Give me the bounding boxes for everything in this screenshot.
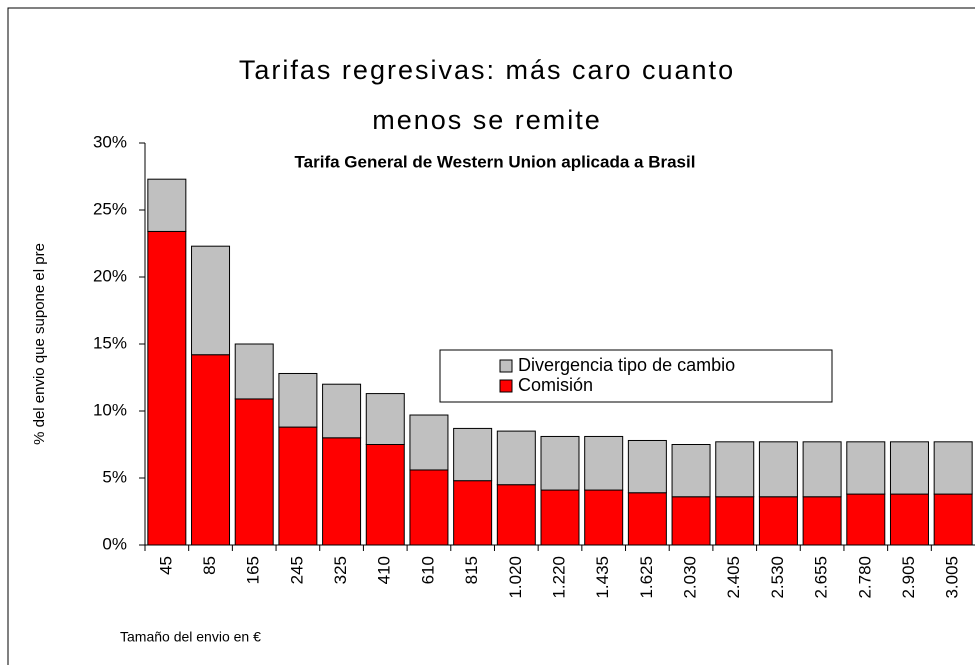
bar-segment: [627, 492, 667, 546]
bar-segment: [365, 393, 405, 445]
y-axis-label: % del envio que supone el pre: [31, 243, 48, 445]
bar-segment: [540, 489, 580, 546]
y-tick-label: 0%: [102, 534, 127, 553]
y-tick-label: 5%: [102, 467, 127, 486]
bar-segment: [409, 469, 449, 546]
x-tick-label: 325: [331, 556, 350, 584]
bar-segment: [147, 178, 187, 232]
bar-segment: [889, 493, 929, 546]
y-tick-label: 20%: [93, 266, 127, 285]
x-tick-label: 245: [287, 556, 306, 584]
x-tick-label: 2.530: [768, 556, 787, 599]
y-tick-label: 15%: [93, 333, 127, 352]
x-tick-label: 2.655: [812, 556, 831, 599]
y-tick-label: 25%: [93, 199, 127, 218]
x-tick-label: 2.905: [899, 556, 918, 599]
bar-segment: [496, 484, 536, 546]
bar-segment: [715, 441, 755, 498]
x-tick-label: 2.405: [724, 556, 743, 599]
bar-segment: [322, 437, 362, 546]
x-tick-label: 1.220: [549, 556, 568, 599]
legend-box: [439, 349, 833, 403]
y-tick-label: 10%: [93, 400, 127, 419]
bar-segment: [191, 245, 231, 356]
bar-segment: [671, 496, 711, 546]
bar-segment: [846, 493, 886, 546]
x-tick-label: 3.005: [943, 556, 962, 599]
x-tick-label: 410: [375, 556, 394, 584]
bar-segment: [278, 372, 318, 428]
x-axis-label: Tamaño del envio en €: [120, 629, 261, 645]
bar-segment: [671, 444, 711, 498]
bar-segment: [365, 444, 405, 546]
bar-segment: [496, 430, 536, 486]
chart-subtitle: Tarifa General de Western Union aplicada…: [295, 152, 696, 171]
bar-segment: [758, 496, 798, 546]
legend-label: Divergencia tipo de cambio: [518, 355, 735, 375]
bar-segment: [278, 426, 318, 546]
bar-segment: [889, 441, 929, 495]
legend-swatch: [499, 379, 513, 393]
bar-segment: [584, 435, 624, 491]
bar-segment: [453, 427, 493, 482]
bar-segment: [933, 441, 973, 495]
x-tick-label: 2.780: [855, 556, 874, 599]
bar-segment: [409, 414, 449, 471]
x-tick-label: 610: [418, 556, 437, 584]
bar-segment: [322, 383, 362, 439]
x-tick-label: 1.625: [637, 556, 656, 599]
bar-segment: [453, 480, 493, 546]
legend-swatch: [499, 359, 513, 373]
x-tick-label: 1.020: [506, 556, 525, 599]
bar-segment: [234, 398, 274, 546]
x-tick-label: 1.435: [593, 556, 612, 599]
bar-segment: [933, 493, 973, 546]
bar-segment: [802, 496, 842, 546]
x-tick-label: 2.030: [681, 556, 700, 599]
x-tick-label: 45: [156, 556, 175, 575]
bar-segment: [584, 489, 624, 546]
bar-segment: [147, 230, 187, 546]
y-tick-label: 30%: [93, 132, 127, 151]
chart-title: Tarifas regresivas: más caro cuanto: [239, 55, 735, 85]
bar-segment: [627, 439, 667, 494]
bar-segment: [540, 435, 580, 491]
bar-segment: [715, 496, 755, 546]
bar-segment: [758, 441, 798, 498]
chart-border: [7, 7, 975, 665]
bar-segment: [802, 441, 842, 498]
x-tick-label: 815: [462, 556, 481, 584]
chart-title: menos se remite: [372, 105, 602, 135]
x-tick-label: 165: [244, 556, 263, 584]
bar-segment: [234, 343, 274, 400]
bar-segment: [846, 441, 886, 495]
legend-label: Comisión: [518, 375, 593, 395]
x-tick-label: 85: [200, 556, 219, 575]
bar-segment: [191, 354, 231, 546]
